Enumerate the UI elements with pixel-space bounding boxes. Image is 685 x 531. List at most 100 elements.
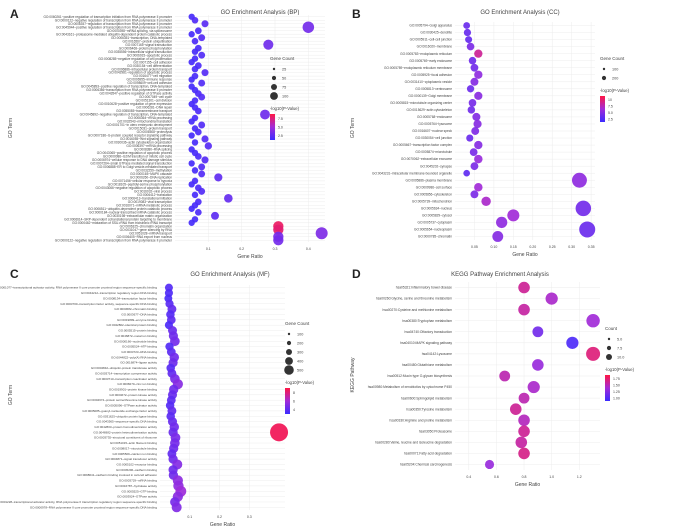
size-legend-label: 100	[282, 95, 288, 99]
y-tick-label: GO:0060261~positive regulation of transc…	[43, 15, 172, 19]
size-legend-swatch	[607, 337, 611, 341]
data-point	[198, 121, 206, 129]
data-point	[302, 21, 315, 33]
y-axis-label: GO Term	[350, 118, 356, 138]
data-point	[532, 326, 544, 338]
data-point	[463, 22, 471, 29]
y-tick-label: GO:0071456~cellular response to hypoxia	[112, 179, 172, 183]
y-tick-label: GO:0005525~GTP binding	[121, 489, 157, 493]
y-tick-label: GO:0031625~ubiquitin protein ligase bind…	[98, 414, 158, 418]
x-axis-label: Gene Ratio	[512, 252, 538, 258]
size-legend-label: 75	[282, 86, 286, 90]
data-point	[214, 173, 223, 182]
color-legend-bar	[270, 114, 275, 140]
y-tick-label: GO:0098609~cell-cell adhesion	[127, 81, 172, 85]
chart-title: GO Enrichment Analysis (BP)	[221, 10, 300, 16]
y-tick-label: GO:0005654~nucleoplasm	[414, 228, 452, 232]
y-tick-label: GO:0042981~regulation of apoptotic proce…	[108, 71, 172, 75]
y-tick-label: GO:0045893~positive regulation of transc…	[81, 85, 172, 89]
x-tick-label: 0.35	[588, 245, 595, 249]
data-point	[545, 292, 558, 305]
y-tick-label: GO:0043161~proteasome-mediated ubiquitin…	[56, 32, 173, 36]
data-point	[198, 51, 206, 59]
data-point	[466, 134, 474, 142]
y-tick-label: GO:0043231~intracellular membrane-bounde…	[372, 171, 452, 175]
data-point	[198, 79, 206, 87]
y-tick-label: GO:0000165~MAPK cascade	[130, 172, 172, 176]
size-legend-swatch	[602, 67, 606, 71]
y-tick-label: GO:0005794~Golgi apparatus	[409, 24, 452, 28]
data-point	[191, 48, 199, 55]
y-tick-label: GO:0005815~microtubule organizing center	[390, 101, 453, 105]
y-tick-label: GO:0055085~transmembrane transport	[116, 109, 172, 113]
size-legend-swatch	[601, 75, 607, 81]
y-tick-label: GO:0016567~protein ubiquitination	[122, 39, 172, 43]
y-tick-label: GO:0030198~extracellular matrix organiza…	[107, 214, 172, 218]
color-legend-bar	[600, 96, 605, 122]
y-tick-label: GO:0006281~DNA repair	[136, 106, 173, 110]
x-tick-label: 0.25	[549, 245, 556, 249]
x-tick-label: 0.30	[568, 245, 575, 249]
data-point	[586, 346, 601, 361]
x-tick-label: 0.3	[247, 515, 252, 519]
y-tick-label: GO:0042802~identical protein binding	[107, 323, 158, 327]
data-point	[211, 211, 219, 220]
color-legend-label: 10	[608, 98, 612, 102]
y-tick-label: GO:0000122~negative regulation of transc…	[55, 18, 173, 22]
y-tick-label: GO:0019899~enzyme binding	[117, 318, 157, 322]
y-tick-label: hsa00480:Glutathione metabolism	[402, 363, 452, 367]
y-tick-label: hsa04142:Lysosome	[422, 352, 452, 356]
data-point	[463, 28, 472, 37]
color-legend-label: 1.50	[613, 383, 620, 387]
y-tick-label: GO:0043066~negative regulation of apopto…	[96, 186, 173, 190]
size-legend-label: 100	[612, 68, 618, 72]
data-point	[194, 208, 202, 216]
x-tick-label: 0.05	[471, 245, 478, 249]
x-tick-label: 0.10	[490, 245, 497, 249]
y-tick-label: GO:0003682~chromatin binding	[114, 307, 157, 311]
data-point	[579, 221, 596, 238]
chart-title: KEGG Pathway Enrichment Analysis	[451, 272, 549, 278]
color-legend-bar	[605, 375, 610, 401]
y-tick-label: GO:0001077~transcriptional activator act…	[0, 286, 157, 290]
y-tick-label: GO:0005634~nucleus	[421, 206, 453, 210]
y-tick-label: GO:0098641~cadherin binding involved in …	[77, 473, 157, 477]
data-point	[188, 181, 195, 188]
data-point	[198, 163, 206, 171]
y-tick-label: hsa04010:MAPK signaling pathway	[400, 341, 452, 345]
y-tick-label: GO:0042803~protein homodimerization acti…	[94, 425, 157, 429]
x-tick-label: 1.2	[577, 475, 582, 479]
x-tick-label: 0.2	[239, 247, 244, 251]
y-tick-label: GO:0003723~RNA binding	[121, 350, 157, 354]
y-tick-label: GO:0051301~cell division	[136, 99, 173, 103]
y-tick-label: GO:0005813~centrosome	[415, 87, 452, 91]
y-tick-label: hsa05321:Inflammatory bowel disease	[396, 286, 452, 290]
size-legend-title: Count	[605, 326, 618, 331]
y-tick-label: GO:0006413~translational initiation	[122, 196, 172, 200]
panel-label: C	[10, 267, 19, 281]
size-legend-label: 300	[297, 351, 303, 355]
data-point	[518, 303, 530, 316]
y-tick-label: GO:0046872~metal ion binding	[115, 334, 157, 338]
y-tick-label: GO:0005768~endosome	[417, 115, 452, 119]
data-point	[468, 56, 477, 65]
y-tick-label: hsa00280:Valine, leucine and isoleucine …	[375, 441, 452, 445]
y-tick-label: GO:0003700~transcription factor activity…	[60, 302, 157, 306]
y-tick-label: GO:0010628~positive regulation of gene e…	[98, 102, 172, 106]
y-tick-label: GO:0031047~gene silencing by RNA	[120, 228, 173, 232]
y-tick-label: GO:0031410~cytoplasmic vesicle	[405, 80, 453, 84]
y-tick-label: GO:0018105~peptidyl-serine phosphorylati…	[108, 182, 172, 186]
data-point	[481, 196, 491, 207]
y-tick-label: GO:0005769~early endosome	[409, 59, 452, 63]
y-tick-label: GO:0019901~protein kinase binding	[109, 388, 157, 392]
chart-panel-d: D KEGG Pathway Enrichment Analysis 0.4 0.6 0…	[350, 267, 635, 488]
data-point	[466, 85, 475, 93]
y-tick-label: GO:0008380~RNA splicing	[134, 148, 172, 152]
y-tick-label: GO:0016787~hydrolase activity	[115, 484, 157, 488]
y-tick-label: GO:0001701~in utero embryonic developmen…	[107, 123, 173, 127]
color-legend-title: -log10(P-Value)	[285, 380, 315, 385]
data-point	[465, 36, 473, 44]
size-legend-label: 100	[297, 333, 303, 337]
data-point	[496, 216, 508, 229]
data-point	[518, 425, 530, 438]
